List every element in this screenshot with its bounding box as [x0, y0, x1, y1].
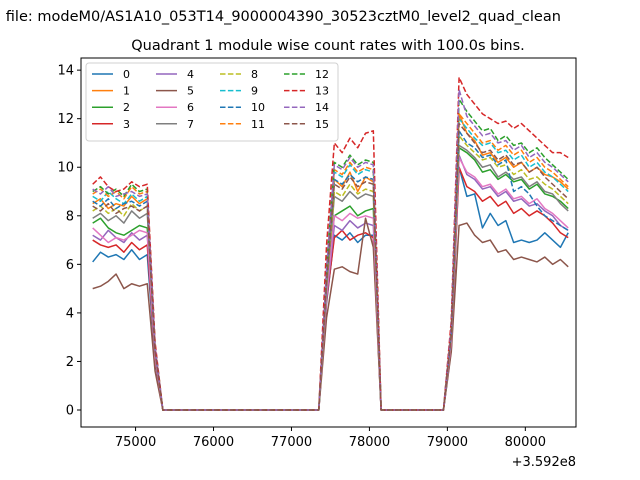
y-tick-label: 4 — [66, 306, 74, 321]
x-tick-label: 76000 — [193, 435, 234, 450]
plot-area — [92, 76, 569, 411]
legend-label-0: 0 — [123, 68, 130, 81]
y-tick-label: 12 — [57, 112, 74, 127]
legend-label-5: 5 — [187, 85, 194, 98]
x-tick-label: 78000 — [349, 435, 390, 450]
legend-label-15: 15 — [315, 118, 329, 131]
chart-title: Quadrant 1 module wise count rates with … — [131, 38, 525, 54]
x-tick-label: 77000 — [271, 435, 312, 450]
legend-label-4: 4 — [187, 68, 194, 81]
legend-box — [85, 62, 339, 142]
legend-label-14: 14 — [315, 101, 329, 114]
x-axis-offset-label: +3.592e8 — [512, 455, 576, 470]
x-tick-label: 80000 — [505, 435, 546, 450]
legend-label-9: 9 — [251, 85, 258, 98]
legend-label-2: 2 — [123, 101, 130, 114]
series-line-13 — [92, 76, 569, 411]
legend-label-10: 10 — [251, 101, 265, 114]
legend-label-7: 7 — [187, 118, 194, 131]
y-tick-label: 8 — [66, 209, 74, 224]
axes-frame — [80, 57, 577, 428]
y-tick-label: 0 — [66, 404, 74, 419]
x-tick-label: 79000 — [427, 435, 468, 450]
legend-label-13: 13 — [315, 85, 329, 98]
y-tick-label: 6 — [66, 258, 74, 273]
legend-label-11: 11 — [251, 118, 265, 131]
y-tick-label: 14 — [57, 64, 74, 79]
figure-suptitle: n file: modeM0/AS1A10_053T14_9000004390_… — [0, 9, 561, 25]
legend-label-6: 6 — [187, 101, 194, 114]
y-tick-label: 10 — [57, 161, 74, 176]
series-line-14 — [92, 88, 569, 411]
x-tick-label: 75000 — [115, 435, 156, 450]
y-tick-label: 2 — [66, 355, 74, 370]
x-axis: 75000 76000 77000 78000 79000 80000 — [115, 427, 546, 450]
legend-label-1: 1 — [123, 85, 130, 98]
legend-label-3: 3 — [123, 118, 130, 131]
legend-label-12: 12 — [315, 68, 329, 81]
y-axis: 0 2 4 6 8 10 12 14 — [57, 64, 81, 419]
series-line-15 — [92, 122, 569, 411]
legend-label-8: 8 — [251, 68, 258, 81]
